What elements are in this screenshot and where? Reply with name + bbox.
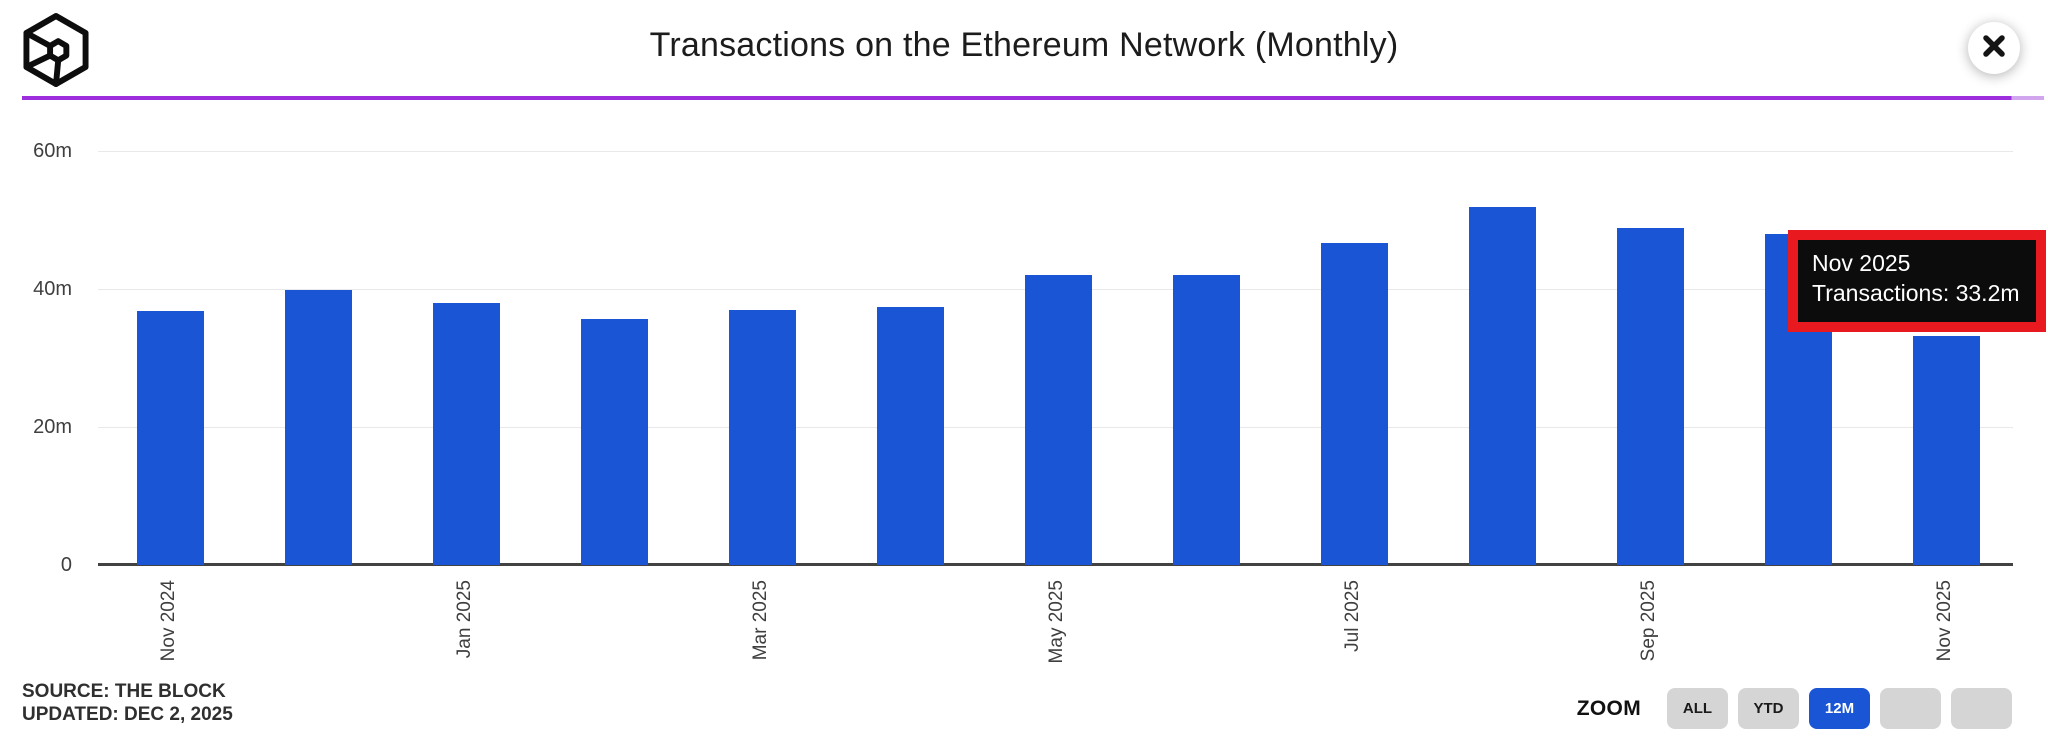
zoom-button-ytd[interactable]: YTD	[1738, 688, 1799, 729]
chart-bar-jun-2025[interactable]	[1173, 275, 1240, 565]
chart-bar-nov-2024[interactable]	[137, 311, 204, 565]
zoom-controls: ZOOM ALL YTD 12M	[1577, 688, 2012, 729]
y-axis-tick-label: 0	[60, 554, 72, 576]
chart-bar-feb-2025[interactable]	[581, 319, 648, 565]
chart-bar-sep-2025[interactable]	[1617, 228, 1684, 565]
close-icon	[1982, 34, 2006, 63]
zoom-button-12m[interactable]: 12M	[1809, 688, 1870, 729]
chart-bar-nov-2025[interactable]	[1913, 336, 1980, 565]
zoom-button-all[interactable]: ALL	[1667, 688, 1728, 729]
tooltip-month: Nov 2025	[1812, 250, 1911, 276]
chart-bar-mar-2025[interactable]	[729, 310, 796, 565]
y-axis-tick-label: 40m	[33, 278, 72, 300]
x-axis-tick-label: Jan 2025	[454, 580, 475, 659]
y-axis-tick-label: 60m	[33, 140, 72, 162]
x-axis-tick-label: Nov 2025	[1934, 580, 1955, 662]
the-block-cube-logo	[22, 12, 90, 88]
zoom-button-group: ALL YTD 12M	[1657, 688, 2012, 729]
page-title: Transactions on the Ethereum Network (Mo…	[649, 26, 1399, 64]
zoom-label: ZOOM	[1576, 696, 1641, 720]
x-axis-tick-label: May 2025	[1046, 580, 1067, 664]
chart-bar-may-2025[interactable]	[1025, 275, 1092, 565]
x-axis-tick-label: Jul 2025	[1342, 580, 1363, 652]
gridline-60m	[98, 151, 2013, 152]
tooltip-value: Transactions: 33.2m	[1812, 280, 2020, 306]
close-button[interactable]	[1968, 22, 2020, 74]
updated-line: UPDATED: DEC 2, 2025	[22, 704, 233, 725]
zoom-button-empty-4[interactable]	[1880, 688, 1941, 729]
chart-bar-aug-2025[interactable]	[1469, 207, 1536, 565]
chart-bar-jan-2025[interactable]	[433, 303, 500, 565]
x-axis-tick-label: Sep 2025	[1638, 580, 1659, 662]
zoom-button-empty-5[interactable]	[1951, 688, 2012, 729]
x-axis-tick-label: Mar 2025	[750, 580, 771, 661]
chart-bar-apr-2025[interactable]	[877, 307, 944, 565]
header-divider-line	[22, 96, 2044, 100]
chart-tooltip: Nov 2025 Transactions: 33.2m	[1788, 230, 2046, 332]
chart-bar-dec-2024[interactable]	[285, 290, 352, 565]
x-axis-tick-label: Nov 2024	[158, 580, 179, 662]
source-line: SOURCE: THE BLOCK	[22, 681, 226, 702]
chart-bar-jul-2025[interactable]	[1321, 243, 1388, 565]
source-attribution: SOURCE: THE BLOCK UPDATED: DEC 2, 2025	[22, 680, 233, 726]
y-axis-tick-label: 20m	[33, 416, 72, 438]
